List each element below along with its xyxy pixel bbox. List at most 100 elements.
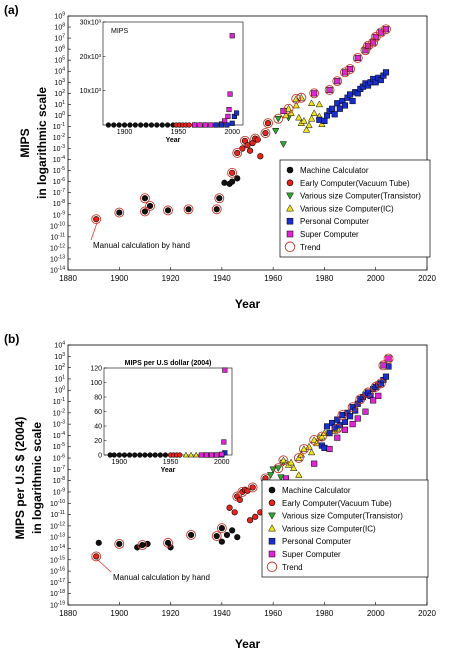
inset-y-tick-label: 100: [90, 380, 102, 387]
y-tick-label: 105: [54, 56, 65, 65]
legend-marker-trend: [284, 241, 296, 253]
point-machine: [141, 195, 149, 202]
legend-marker-machine: [268, 486, 276, 494]
legend-label-vacuum: Early Computer(Vacuum Tube): [300, 179, 410, 188]
legend-label-trend: Trend: [300, 243, 321, 252]
point-trend: [183, 204, 194, 215]
plot-frame: [67, 15, 428, 271]
inset-point-machine: [127, 122, 133, 128]
point-machine: [213, 206, 220, 213]
inset-point-machine: [143, 122, 149, 128]
inset-point-super: [227, 91, 233, 97]
point-ic: [282, 111, 290, 119]
inset-point-super: [229, 33, 235, 39]
y-tick-label: 10-14: [50, 544, 65, 553]
point-trend: [291, 93, 302, 104]
point-machine: [146, 202, 154, 210]
series-machine: [116, 175, 241, 216]
legend-marker-transistor: [286, 192, 294, 200]
legend-label-machine: Machine Calculator: [282, 486, 351, 495]
point-super: [326, 445, 333, 453]
y-tick-label: 109: [54, 12, 65, 21]
annotation-leader: [90, 222, 98, 241]
point-machine: [223, 531, 231, 539]
inset-point-super: [198, 452, 204, 458]
inset-series-super: [198, 367, 228, 458]
point-pc: [347, 91, 354, 98]
x-tick-label: 2020: [418, 274, 436, 283]
inset-point-machine: [132, 122, 138, 128]
annotation-text: Manual calculation by hand: [113, 573, 210, 582]
point-ic: [295, 454, 303, 461]
y-tick-label: 10-11: [50, 232, 65, 241]
y-tick-label: 10-5: [53, 442, 65, 451]
point-ic: [310, 109, 318, 116]
inset-title: MIPS: [111, 28, 128, 35]
inset-title: MIPS per U.S dollar (2004): [125, 360, 212, 367]
y-axis-label: in logarithmic scale: [35, 87, 49, 199]
y-tick-label: 102: [54, 89, 65, 98]
inset-y-tick-label: 30x10³: [80, 20, 102, 27]
inset-point-machine: [116, 452, 122, 458]
series-super: [282, 355, 392, 482]
point-trend: [211, 531, 222, 541]
point-super: [380, 362, 387, 369]
y-tick-label: 10-8: [53, 476, 65, 485]
point-machine: [141, 208, 149, 215]
x-tick-label: 1980: [316, 274, 334, 283]
y-tick-label: 10-9: [53, 210, 65, 219]
point-super: [334, 78, 341, 85]
y-tick-label: 10-2: [53, 408, 65, 417]
point-trend: [139, 193, 150, 204]
point-super: [375, 392, 382, 399]
y-tick-label: 10-18: [50, 589, 65, 598]
point-vacuum: [249, 484, 256, 491]
panel-label: (a): [4, 3, 19, 17]
point-transistor: [269, 466, 277, 474]
inset-point-super: [191, 122, 198, 128]
x-tick-label: 1900: [110, 274, 128, 283]
y-tick-label: 10-8: [53, 199, 65, 208]
point-super: [341, 69, 348, 76]
point-vacuum: [246, 147, 254, 154]
y-tick-label: 10-13: [50, 533, 65, 542]
point-trend: [240, 135, 250, 146]
x-tick-label: 1880: [59, 609, 77, 618]
legend-label-vacuum: Early Computer(Vacuum Tube): [282, 499, 392, 508]
y-tick-label: 10-15: [50, 555, 65, 564]
point-pc: [382, 373, 390, 380]
y-tick-label: 10-10: [50, 499, 65, 508]
inset-series-pc: [213, 110, 240, 128]
legend-label-pc: Personal Computer: [300, 217, 369, 226]
series-pc: [318, 363, 392, 451]
point-trend: [278, 455, 289, 466]
y-tick-label: 10-5: [53, 166, 65, 175]
x-tick-label: 1980: [316, 609, 334, 618]
inset-point-super: [208, 452, 215, 458]
point-pc: [329, 105, 336, 112]
point-ic: [307, 99, 316, 107]
y-axis-label: in logarithmic scale: [30, 422, 44, 534]
legend-marker-vacuum: [268, 499, 276, 507]
point-pc: [321, 444, 328, 451]
y-tick-label: 10-9: [53, 487, 65, 496]
inset-point-super: [221, 439, 227, 445]
point-machine: [187, 531, 195, 539]
x-tick-label: 2000: [367, 274, 385, 283]
legend-label-pc: Personal Computer: [282, 537, 351, 546]
inset-point-machine: [132, 452, 138, 458]
point-ic: [279, 456, 288, 464]
inset-y-tick-label: 80: [94, 395, 102, 402]
point-ic: [305, 121, 313, 129]
inset-point-machine: [111, 452, 117, 458]
point-pc: [331, 111, 338, 118]
point-machine: [95, 539, 102, 546]
y-tick-label: 10-6: [53, 177, 65, 186]
point-ic: [302, 125, 311, 133]
point-vacuum: [262, 129, 269, 137]
inset-point-super: [222, 367, 228, 373]
point-machine: [218, 538, 225, 545]
point-super: [311, 90, 318, 97]
inset-x-axis-label: Year: [161, 467, 176, 474]
inset-point-vacuum: [186, 122, 192, 128]
